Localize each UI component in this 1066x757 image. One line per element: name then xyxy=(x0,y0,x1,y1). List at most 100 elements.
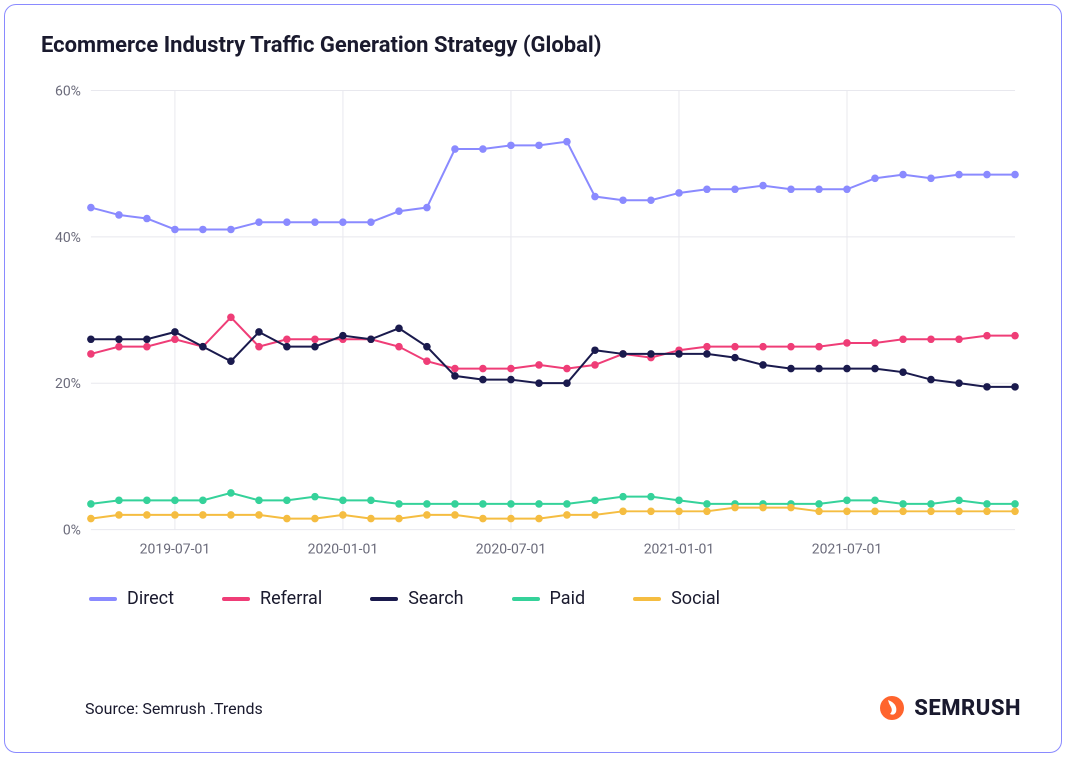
series-marker xyxy=(367,218,375,226)
chart-card: Ecommerce Industry Traffic Generation St… xyxy=(4,4,1062,753)
series-marker xyxy=(339,497,347,505)
series-marker xyxy=(899,368,907,376)
series-marker xyxy=(675,189,683,197)
series-marker xyxy=(787,343,795,351)
series-marker xyxy=(395,515,403,523)
legend-label: Search xyxy=(408,588,463,609)
series-marker xyxy=(479,365,487,373)
series-marker xyxy=(703,185,711,193)
series-marker xyxy=(395,207,403,215)
series-marker xyxy=(339,332,347,340)
series-marker xyxy=(311,343,319,351)
series-marker xyxy=(143,497,151,505)
series-marker xyxy=(591,511,599,519)
series-marker xyxy=(115,335,123,343)
series-marker xyxy=(283,218,291,226)
series-marker xyxy=(591,346,599,354)
series-marker xyxy=(759,343,767,351)
series-marker xyxy=(731,185,739,193)
legend-item-social: Social xyxy=(633,588,720,609)
series-marker xyxy=(955,335,963,343)
series-marker xyxy=(619,196,627,204)
series-marker xyxy=(731,354,739,362)
legend-swatch xyxy=(512,597,540,601)
legend-swatch xyxy=(222,597,250,601)
chart-area: 0%20%40%60%2019-07-012020-01-012020-07-0… xyxy=(41,70,1025,570)
series-marker xyxy=(899,335,907,343)
series-marker xyxy=(955,379,963,387)
series-marker xyxy=(675,508,683,516)
source-label: Source: Semrush .Trends xyxy=(85,699,263,718)
series-marker xyxy=(759,182,767,190)
series-marker xyxy=(535,379,543,387)
series-marker xyxy=(871,174,879,182)
series-marker xyxy=(899,508,907,516)
series-marker xyxy=(507,365,515,373)
series-marker xyxy=(171,497,179,505)
svg-text:2020-07-01: 2020-07-01 xyxy=(476,542,547,558)
series-marker xyxy=(619,350,627,358)
series-marker xyxy=(871,508,879,516)
series-marker xyxy=(143,215,151,223)
series-marker xyxy=(843,185,851,193)
svg-text:2020-01-01: 2020-01-01 xyxy=(308,542,379,558)
series-marker xyxy=(227,314,235,322)
series-marker xyxy=(815,365,823,373)
series-marker xyxy=(1011,171,1019,179)
series-marker xyxy=(311,515,319,523)
brand-logo: SEMRUSH xyxy=(878,694,1021,722)
series-marker xyxy=(815,343,823,351)
series-marker xyxy=(339,511,347,519)
series-marker xyxy=(955,508,963,516)
series-marker xyxy=(227,357,235,365)
series-marker xyxy=(283,335,291,343)
legend-item-paid: Paid xyxy=(512,588,586,609)
series-marker xyxy=(395,500,403,508)
svg-text:2019-07-01: 2019-07-01 xyxy=(140,542,211,558)
legend-swatch xyxy=(89,597,117,601)
series-marker xyxy=(283,515,291,523)
card-footer: Source: Semrush .Trends SEMRUSH xyxy=(85,694,1021,722)
series-marker xyxy=(255,497,263,505)
series-marker xyxy=(283,343,291,351)
series-marker xyxy=(927,500,935,508)
series-marker xyxy=(367,497,375,505)
series-marker xyxy=(115,497,123,505)
series-marker xyxy=(871,497,879,505)
series-marker xyxy=(311,335,319,343)
series-marker xyxy=(843,365,851,373)
series-marker xyxy=(311,218,319,226)
legend-label: Referral xyxy=(260,588,322,609)
series-marker xyxy=(955,497,963,505)
series-marker xyxy=(955,171,963,179)
series-marker xyxy=(591,193,599,201)
chart-title: Ecommerce Industry Traffic Generation St… xyxy=(41,33,1025,58)
legend-item-referral: Referral xyxy=(222,588,322,609)
series-marker xyxy=(339,218,347,226)
line-chart-svg: 0%20%40%60%2019-07-012020-01-012020-07-0… xyxy=(41,70,1025,570)
series-marker xyxy=(591,497,599,505)
series-marker xyxy=(255,343,263,351)
svg-text:2021-01-01: 2021-01-01 xyxy=(644,542,715,558)
series-marker xyxy=(787,185,795,193)
series-marker xyxy=(367,335,375,343)
series-marker xyxy=(479,515,487,523)
legend-swatch xyxy=(633,597,661,601)
series-marker xyxy=(1011,332,1019,340)
series-marker xyxy=(983,171,991,179)
series-marker xyxy=(395,324,403,332)
series-marker xyxy=(171,511,179,519)
series-marker xyxy=(899,171,907,179)
legend-item-direct: Direct xyxy=(89,588,174,609)
series-marker xyxy=(927,174,935,182)
series-marker xyxy=(115,511,123,519)
series-marker xyxy=(395,343,403,351)
series-marker xyxy=(899,500,907,508)
svg-text:2021-07-01: 2021-07-01 xyxy=(812,542,883,558)
series-marker xyxy=(647,493,655,501)
series-marker xyxy=(451,365,459,373)
series-marker xyxy=(227,489,235,497)
series-marker xyxy=(983,332,991,340)
series-marker xyxy=(87,500,95,508)
series-marker xyxy=(283,497,291,505)
